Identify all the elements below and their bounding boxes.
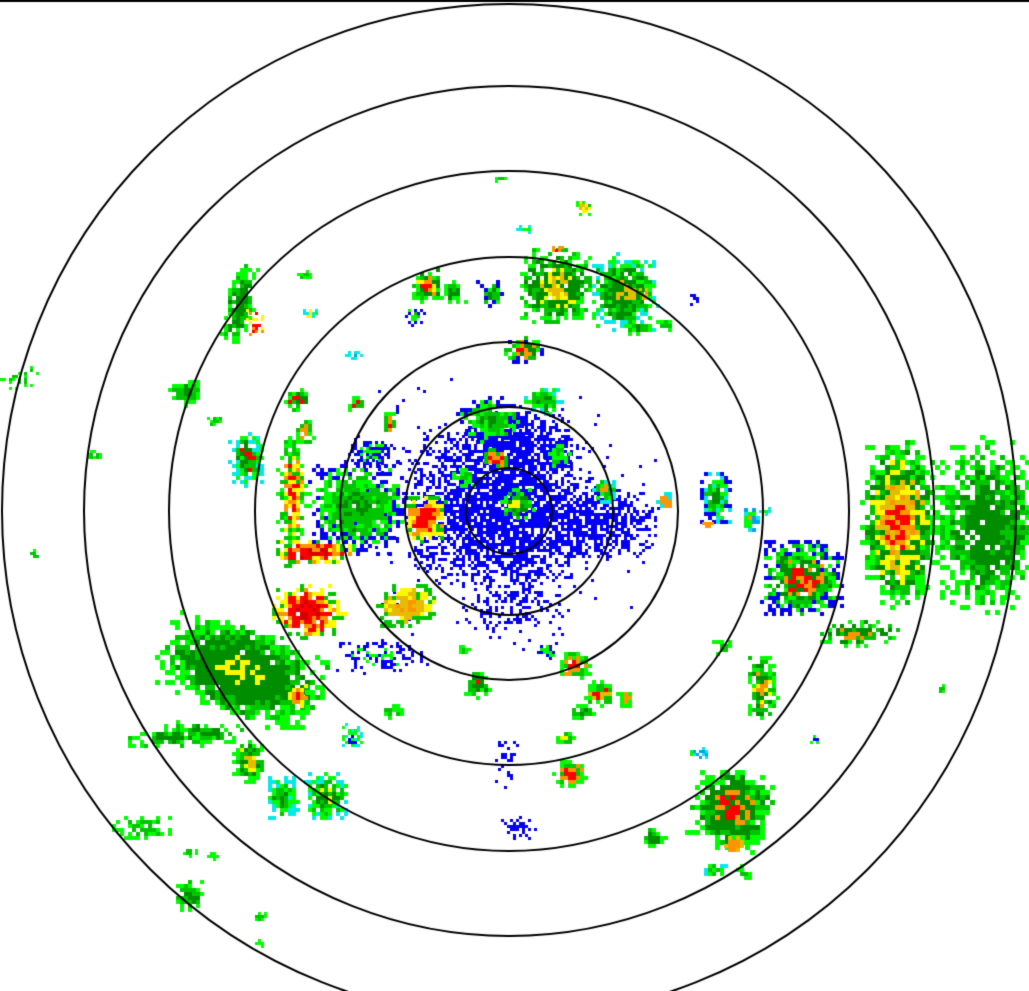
radar-canvas	[0, 0, 1029, 991]
radar-display	[0, 0, 1029, 991]
